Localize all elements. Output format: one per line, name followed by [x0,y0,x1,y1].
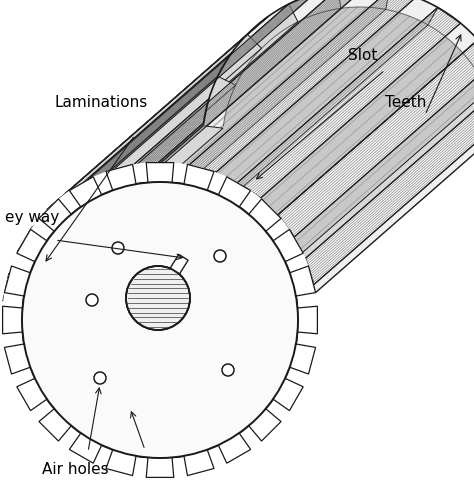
Polygon shape [89,4,298,197]
Polygon shape [106,450,136,476]
Text: ey way: ey way [5,210,59,225]
Circle shape [2,162,318,478]
Polygon shape [184,450,214,476]
Circle shape [94,372,106,384]
Circle shape [22,182,298,458]
Polygon shape [190,0,416,172]
Polygon shape [138,162,165,183]
Polygon shape [39,199,71,231]
Polygon shape [287,83,474,266]
Polygon shape [39,409,71,441]
Polygon shape [219,177,251,207]
Polygon shape [186,165,216,191]
Polygon shape [146,163,174,182]
Polygon shape [290,266,316,296]
Polygon shape [170,255,188,274]
Circle shape [214,250,226,262]
Polygon shape [18,53,232,251]
Polygon shape [273,229,303,262]
Polygon shape [69,433,102,463]
Polygon shape [305,83,474,284]
Polygon shape [184,164,214,191]
Polygon shape [23,7,474,301]
Polygon shape [219,433,251,463]
Polygon shape [278,40,474,237]
Text: Laminations: Laminations [55,95,148,110]
Text: Air holes: Air holes [42,462,109,477]
Polygon shape [273,379,303,411]
Polygon shape [3,99,209,301]
Polygon shape [17,379,47,411]
Polygon shape [290,344,316,374]
Polygon shape [3,0,474,298]
Polygon shape [228,182,261,214]
Polygon shape [18,228,48,260]
Polygon shape [138,0,365,163]
Circle shape [222,364,234,376]
Polygon shape [249,199,281,231]
Polygon shape [186,0,390,184]
Polygon shape [17,229,47,262]
Polygon shape [3,125,223,303]
Circle shape [22,182,298,458]
Polygon shape [228,8,438,200]
Polygon shape [47,34,262,223]
Polygon shape [238,8,461,198]
Polygon shape [69,177,102,207]
Polygon shape [18,77,236,260]
Polygon shape [263,215,294,247]
Polygon shape [89,169,120,197]
Circle shape [86,294,98,306]
Polygon shape [298,306,318,334]
Polygon shape [4,344,30,374]
Circle shape [126,266,190,330]
Polygon shape [146,458,174,477]
Polygon shape [138,0,341,183]
Text: Slot: Slot [348,48,377,63]
Polygon shape [47,192,80,223]
Polygon shape [3,274,28,303]
Polygon shape [47,16,268,209]
Circle shape [112,242,124,254]
Polygon shape [2,306,23,334]
Text: Teeth: Teeth [385,95,427,110]
Polygon shape [89,0,314,179]
Polygon shape [4,266,30,296]
Polygon shape [263,40,474,228]
Polygon shape [287,258,314,289]
Polygon shape [106,164,136,191]
Polygon shape [249,409,281,441]
